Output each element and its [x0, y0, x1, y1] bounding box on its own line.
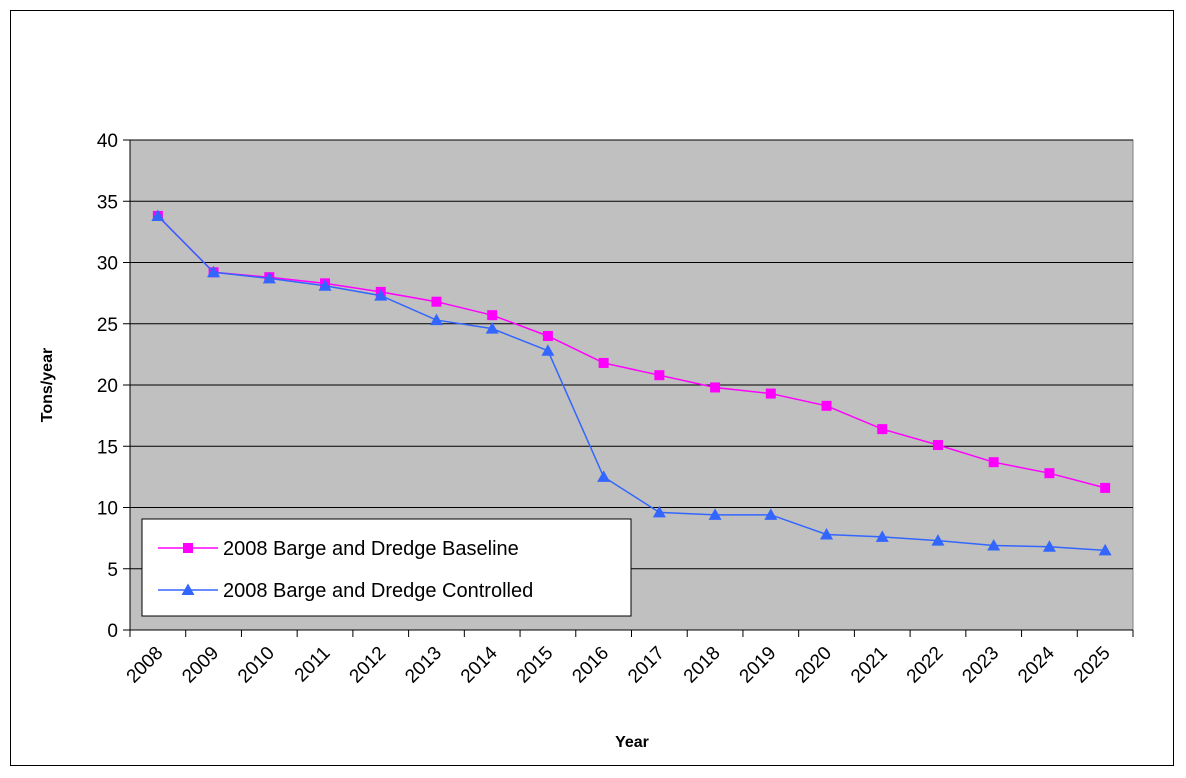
series-line	[157, 215, 1106, 552]
data-point	[765, 388, 776, 399]
data-point	[542, 331, 553, 341]
data-point	[429, 313, 443, 326]
data-point	[207, 265, 221, 278]
x-tick-label: 2013	[401, 643, 446, 688]
data-point	[541, 344, 555, 356]
data-point	[1044, 468, 1055, 479]
data-point	[1098, 543, 1112, 556]
y-tick-label: 5	[107, 560, 118, 581]
y-tick-label: 30	[97, 254, 118, 275]
data-point	[431, 296, 442, 307]
series-layer	[151, 209, 1112, 556]
data-point	[598, 357, 609, 368]
x-tick-label: 2019	[736, 643, 781, 688]
x-axis-title: Year	[615, 734, 649, 751]
data-point	[987, 538, 1001, 551]
x-tick-label: 2018	[680, 643, 725, 688]
x-tick-label: 2025	[1070, 643, 1115, 688]
legend-label: 2008 Barge and Dredge Baseline	[223, 538, 519, 560]
x-tick-label: 2022	[903, 643, 948, 688]
data-point	[654, 370, 665, 381]
legend-box	[141, 518, 632, 617]
series-line	[157, 215, 1106, 489]
data-point	[485, 322, 499, 334]
data-point	[374, 289, 388, 301]
y-axis-title: Tons/year	[39, 348, 56, 422]
data-point	[652, 505, 666, 518]
y-tick-label: 15	[97, 437, 118, 458]
x-tick-label: 2015	[513, 643, 558, 688]
axes	[129, 140, 1134, 637]
data-point	[318, 279, 332, 291]
data-point	[262, 271, 276, 284]
data-point	[487, 310, 498, 321]
legend-marker	[181, 583, 195, 595]
x-tick-label: 2010	[234, 643, 279, 688]
data-point	[931, 534, 945, 546]
data-point	[151, 209, 165, 221]
x-tick-label: 2021	[847, 643, 892, 688]
x-tick-labels: 2008 2009 2010 2011 2012 2013 2014 2015 2016 2017…	[123, 642, 1115, 687]
x-tick-label: 2020	[791, 643, 836, 688]
data-point	[710, 382, 721, 393]
x-tick-label: 2016	[568, 643, 613, 688]
data-point	[764, 508, 778, 520]
x-tick-label: 2024	[1014, 642, 1059, 687]
legend-item: 2008 Barge and Dredge Baseline	[158, 538, 519, 560]
data-point	[1042, 540, 1056, 552]
x-tick-label: 2011	[291, 643, 335, 687]
y-tick-label: 10	[97, 499, 118, 520]
data-point	[820, 527, 834, 540]
y-tick-label: 35	[97, 192, 118, 213]
data-point	[988, 457, 999, 468]
x-tick-label: 2008	[123, 643, 168, 688]
data-point	[877, 424, 888, 435]
y-tick-labels: 0 5 10 15 20 25 30 35 40	[97, 131, 118, 642]
data-point	[821, 400, 832, 411]
series-2	[151, 209, 1112, 556]
x-tick-label: 2017	[624, 643, 669, 688]
legend-marker	[183, 543, 193, 553]
data-point	[708, 508, 722, 520]
x-tick-label: 2023	[958, 643, 1003, 688]
x-tick-label: 2012	[346, 643, 391, 688]
y-tick-label: 0	[107, 621, 118, 642]
y-tick-label: 40	[97, 131, 118, 152]
legend: 2008 Barge and Dredge Baseline 2008 Barge…	[141, 518, 632, 617]
x-tick-label: 2014	[457, 642, 502, 687]
x-tick-label: 2009	[178, 643, 223, 688]
y-tick-label: 20	[97, 376, 118, 397]
legend-label: 2008 Barge and Dredge Controlled	[223, 580, 533, 602]
data-point	[1100, 482, 1111, 493]
legend-item: 2008 Barge and Dredge Controlled	[158, 580, 533, 602]
data-point	[597, 470, 611, 482]
data-point	[875, 530, 889, 542]
y-tick-label: 25	[97, 315, 118, 336]
data-point	[932, 440, 943, 451]
